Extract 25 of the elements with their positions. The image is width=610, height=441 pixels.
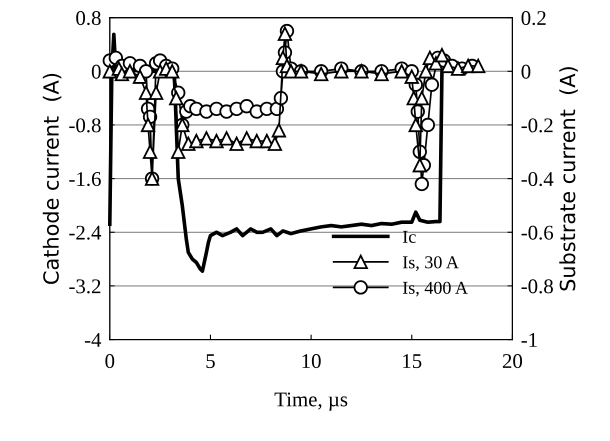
y2-tick-label: -0.2 xyxy=(522,118,553,132)
legend-label: Is, 400 A xyxy=(402,282,468,296)
y-tick-label: 0.8 xyxy=(76,11,101,26)
y-tick-label: -1.6 xyxy=(69,172,101,186)
y2-tick-label: -1 xyxy=(522,333,537,347)
y-tick-label: -2.4 xyxy=(69,226,102,240)
y-tick-label: -4 xyxy=(84,333,102,347)
y-tick-label: -0.8 xyxy=(69,118,101,132)
legend-label: Ic xyxy=(402,230,416,243)
y-tick-label: -3.2 xyxy=(69,279,100,294)
legend-label: Is, 30 A xyxy=(402,256,459,271)
x-tick-label: 0 xyxy=(105,354,114,368)
x-tick-label: 20 xyxy=(502,354,522,368)
x-tick-label: 10 xyxy=(302,354,321,368)
y2-tick-label: -0.4 xyxy=(522,172,554,186)
y2-axis-title: Substrate current (A) xyxy=(559,67,578,290)
x-tick-label: 15 xyxy=(403,354,422,368)
x-tick-label: 5 xyxy=(206,354,215,368)
x-axis-title: Time, µs xyxy=(274,392,348,411)
y-axis-title: Cathode current (A) xyxy=(42,74,62,284)
y2-tick-label: -0.8 xyxy=(522,279,553,294)
y2-tick-label: 0 xyxy=(522,64,530,79)
y2-tick-label: -0.6 xyxy=(522,226,554,240)
y2-tick-label: 0.2 xyxy=(522,11,546,26)
y-tick-label: 0 xyxy=(92,64,101,79)
